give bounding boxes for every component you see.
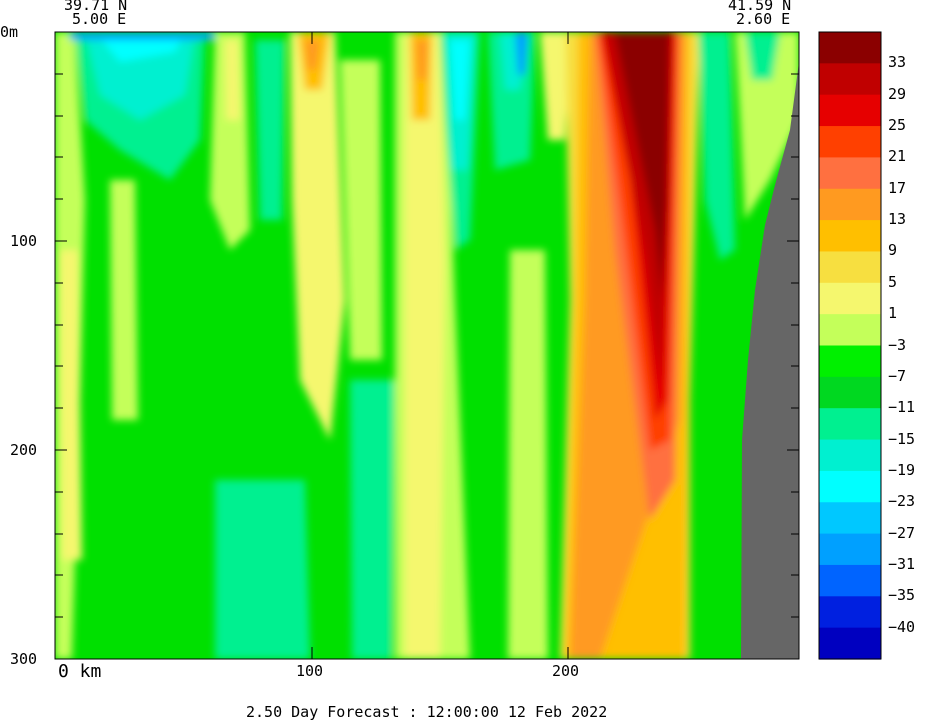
colorbar-level-label: 33 [888,53,907,72]
colorbar-swatch [819,596,881,629]
colorbar-level-label: −3 [888,335,907,354]
colorbar-swatch [819,32,881,64]
colorbar-swatch [819,94,881,127]
colorbar-level-label: −31 [888,554,916,573]
y-tick-label-100: 100 [10,232,38,250]
colorbar-level-label: 25 [888,116,907,135]
colorbar-level-label: −11 [888,398,916,417]
colorbar-swatch [819,564,881,597]
colorbar-swatch [819,220,881,253]
colorbar-level-label: 9 [888,241,898,260]
colorbar-level-label: −19 [888,460,916,479]
colorbar-swatch [819,251,881,284]
y-tick-label-0: 0m [0,23,19,41]
y-major-ticks [55,240,799,451]
colorbar-swatch [819,627,881,660]
start-longitude: 5.00 E [72,10,127,28]
colorbar-level-label: 1 [888,304,898,323]
colorbar-level-label: 21 [888,147,907,166]
colorbar-swatch [819,314,881,347]
colorbar-swatch [819,376,881,409]
colorbar-level-label: −40 [888,617,916,636]
colorbar-swatch [819,345,881,378]
start-latitude: 39.71 N [64,0,128,14]
y-tick-label-200: 200 [10,441,38,459]
colorbar [819,32,881,660]
y-tick-label-300: 300 [10,650,38,668]
contour-field [55,32,799,659]
colorbar-swatch [819,188,881,221]
colorbar-level-label: 5 [888,272,898,291]
x-tick-label-100: 100 [296,662,324,680]
forecast-caption: 2.50 Day Forecast : 12:00:00 12 Feb 2022 [246,703,608,721]
colorbar-level-label: −35 [888,586,916,605]
colorbar-level-label: 17 [888,178,907,197]
colorbar-swatch [819,282,881,315]
colorbar-swatch [819,157,881,190]
end-latitude: 41.59 N [728,0,792,14]
y-minor-ticks [55,73,799,618]
colorbar-frame [818,31,882,660]
colorbar-swatch [819,470,881,503]
x-tick-label-200: 200 [552,662,580,680]
colorbar-level-label: −7 [888,366,907,385]
colorbar-level-label: 29 [888,84,907,103]
x-ticks [311,32,569,659]
colorbar-level-label: −15 [888,429,916,448]
colorbar-swatch [819,63,881,96]
colorbar-swatch [819,533,881,566]
colorbar-level-label: 13 [888,210,907,229]
colorbar-swatch [819,126,881,158]
colorbar-swatch [819,439,881,472]
colorbar-swatch [819,408,881,441]
colorbar-level-label: −23 [888,492,916,511]
x-tick-label-0: 0 km [58,661,102,682]
colorbar-level-label: −27 [888,523,916,542]
end-longitude: 2.60 E [736,10,791,28]
colorbar-swatch [819,502,881,535]
